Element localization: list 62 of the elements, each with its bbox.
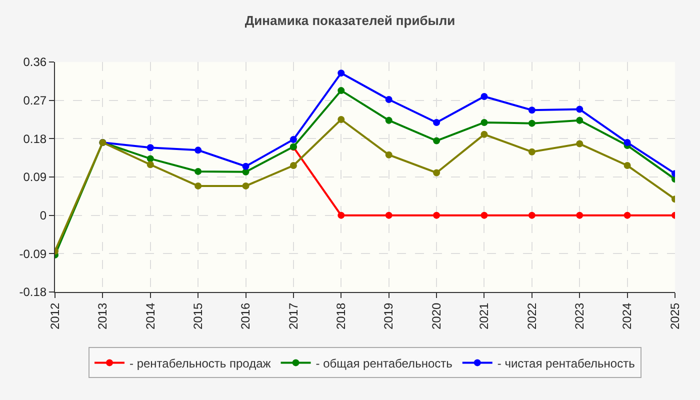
x-tick-label: 2025 xyxy=(668,302,682,330)
x-tick-label: 2019 xyxy=(382,302,396,330)
x-tick-label: 2015 xyxy=(190,302,205,330)
x-tick-label: 2021 xyxy=(477,302,492,330)
point xyxy=(338,87,345,94)
x-tick-label: 2017 xyxy=(286,302,300,330)
chart-title: Динамика показателей прибыли xyxy=(244,13,456,28)
point xyxy=(528,148,536,156)
point xyxy=(528,106,536,114)
point xyxy=(146,155,154,162)
point xyxy=(433,169,440,176)
point xyxy=(480,130,488,138)
y-tick-label: 0.36 xyxy=(23,55,47,70)
point xyxy=(194,146,202,154)
point xyxy=(146,161,154,168)
point xyxy=(576,106,584,113)
point xyxy=(194,168,202,175)
legend-label: - рентабельность продаж xyxy=(130,356,271,370)
y-tick-label: -0.18 xyxy=(19,285,47,300)
y-tick-label: -0.09 xyxy=(19,246,47,261)
x-tick-label: 2018 xyxy=(334,302,348,330)
point xyxy=(338,116,345,123)
point xyxy=(433,118,440,126)
y-tick-label: 0 xyxy=(40,208,47,223)
x-tick-label: 2014 xyxy=(143,302,158,330)
point xyxy=(290,162,297,169)
point xyxy=(290,136,297,144)
point xyxy=(385,116,392,124)
x-tick-label: 2016 xyxy=(238,302,253,330)
point xyxy=(624,139,631,146)
point xyxy=(576,140,584,148)
point xyxy=(528,212,536,219)
point xyxy=(338,212,345,219)
x-tick-label: 2012 xyxy=(48,302,62,330)
x-tick-label: 2023 xyxy=(572,302,587,330)
point xyxy=(338,70,345,77)
point xyxy=(433,212,440,219)
point xyxy=(146,144,154,152)
point xyxy=(385,96,392,103)
x-tick-label: 2013 xyxy=(96,302,110,330)
point xyxy=(528,120,536,127)
legend-label: - чистая рентабельность xyxy=(497,356,635,370)
y-tick-label: 0.18 xyxy=(23,132,47,146)
point xyxy=(480,118,488,126)
x-tick-label: 2024 xyxy=(620,302,634,330)
point xyxy=(242,182,250,190)
point xyxy=(433,137,440,144)
point xyxy=(385,151,392,158)
x-tick-label: 2020 xyxy=(429,302,444,330)
y-tick-label: 0.27 xyxy=(23,94,47,108)
x-tick-label: 2022 xyxy=(524,302,539,330)
point xyxy=(624,162,631,169)
point xyxy=(480,212,488,219)
point xyxy=(480,93,488,100)
point xyxy=(576,212,584,219)
legend-label: - общая рентабельность xyxy=(316,356,452,370)
point xyxy=(385,212,392,219)
point xyxy=(624,212,631,219)
point xyxy=(242,162,250,170)
y-tick-label: 0.09 xyxy=(23,170,47,184)
point xyxy=(576,116,584,124)
point xyxy=(194,182,202,190)
